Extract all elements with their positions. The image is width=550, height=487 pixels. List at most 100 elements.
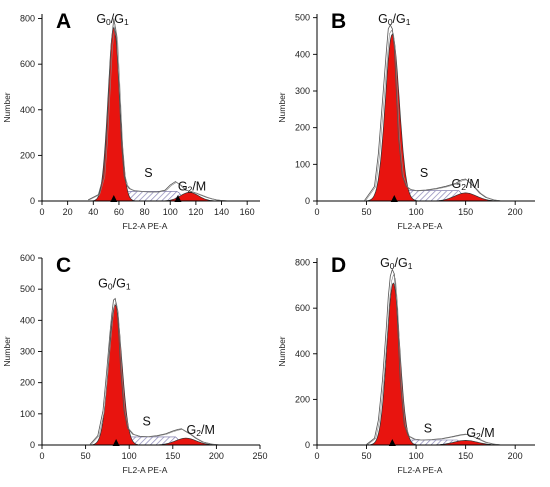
- y-tick-label: 200: [295, 394, 310, 404]
- g2m-label-rest: /M: [481, 426, 495, 440]
- g2m-label-rest: /M: [466, 177, 480, 191]
- s-phase-area: [118, 191, 187, 202]
- y-tick-label: 300: [295, 86, 310, 96]
- x-axis-title: FL2-A PE-A: [398, 221, 443, 231]
- s-phase-label: S: [424, 421, 432, 435]
- y-tick-label: 600: [295, 303, 310, 313]
- panel-letter: C: [56, 254, 71, 277]
- g0g1-label-sub1: 0: [388, 17, 393, 27]
- x-axis-title: FL2-A PE-A: [123, 221, 168, 231]
- g2m-label-sub: 2: [476, 431, 481, 441]
- g2m-label: G2/M: [451, 177, 479, 192]
- g0g1-label-sub1: 0: [106, 17, 111, 27]
- s-phase-label: S: [142, 415, 150, 429]
- y-tick-label: 0: [305, 440, 310, 450]
- histogram-trace-overlay: [365, 29, 503, 202]
- g0g1-label-sub2: 1: [124, 17, 129, 27]
- x-tick-label: 60: [114, 207, 124, 217]
- g2m-label-sub: 2: [196, 428, 201, 438]
- g0g1-peak: [369, 282, 417, 446]
- x-tick-label: 160: [240, 207, 255, 217]
- g0g1-label: G0/G1: [96, 12, 129, 27]
- x-tick-label: 250: [252, 451, 267, 461]
- g0g1-label-sep: /G: [113, 277, 126, 291]
- gate-marker-icon: [112, 439, 120, 446]
- g0g1-label-sub1: 0: [390, 261, 395, 271]
- y-tick-label: 600: [20, 253, 35, 263]
- y-axis-title: Number: [277, 336, 287, 366]
- histogram-trace: [89, 297, 220, 446]
- gate-marker-icon: [388, 439, 396, 446]
- y-tick-label: 0: [305, 196, 310, 206]
- g0g1-label: G0/G1: [380, 256, 413, 271]
- panel-letter: A: [56, 10, 71, 33]
- g0g1-label-main: G: [96, 12, 106, 26]
- y-tick-label: 400: [295, 49, 310, 59]
- y-tick-label: 100: [20, 409, 35, 419]
- y-tick-label: 800: [20, 14, 35, 24]
- g2m-label: G2/M: [178, 180, 206, 195]
- g0g1-label-main: G: [380, 256, 390, 270]
- panel-b: 0 50 100 150 200 0 100 200 300 400 500 FL2-A PE-A Nu…: [275, 0, 550, 243]
- y-tick-label: 300: [20, 347, 35, 357]
- g0g1-label-sep: /G: [393, 12, 406, 26]
- x-tick-label: 80: [140, 207, 150, 217]
- x-tick-label: 50: [362, 207, 372, 217]
- g2m-label-main: G: [466, 426, 476, 440]
- histogram-trace-overlay: [89, 23, 231, 202]
- x-tick-label: 20: [63, 207, 73, 217]
- g0g1-label-sep: /G: [395, 256, 408, 270]
- y-tick-label: 400: [20, 105, 35, 115]
- y-tick-label: 200: [20, 150, 35, 160]
- panel-d: 0 50 100 150 200 0 200 400 600 800 FL2-A PE-A Numbe…: [275, 244, 550, 487]
- x-tick-label: 100: [409, 451, 424, 461]
- s-phase-label: S: [144, 166, 152, 180]
- x-tick-label: 150: [458, 451, 473, 461]
- x-tick-label: 150: [458, 207, 473, 217]
- x-tick-label: 200: [508, 207, 523, 217]
- g2m-label-main: G: [187, 423, 197, 437]
- y-tick-label: 100: [295, 159, 310, 169]
- x-tick-label: 100: [122, 451, 137, 461]
- g0g1-label-sub1: 0: [108, 282, 113, 292]
- x-tick-label: 0: [39, 207, 44, 217]
- g2m-label-sub: 2: [461, 182, 466, 192]
- histogram-b: 0 50 100 150 200 0 100 200 300 400 500 FL2-A PE-A Nu…: [277, 10, 535, 231]
- g0g1-label-sub2: 1: [408, 261, 413, 271]
- x-tick-label: 140: [214, 207, 229, 217]
- histogram-trace: [364, 24, 502, 202]
- y-tick-label: 400: [20, 315, 35, 325]
- y-axis-title: Number: [2, 336, 12, 366]
- gate-marker-icon: [174, 195, 182, 202]
- x-tick-label: 0: [39, 451, 44, 461]
- x-tick-label: 50: [81, 451, 91, 461]
- x-tick-label: 40: [88, 207, 98, 217]
- g0g1-peak: [91, 304, 140, 446]
- x-tick-label: 200: [508, 451, 523, 461]
- x-tick-label: 200: [209, 451, 224, 461]
- y-tick-label: 500: [20, 284, 35, 294]
- x-axis-title: FL2-A PE-A: [123, 465, 168, 475]
- panel-a: 0 20 40 60 80 100 120 140 160 0 200 400 600 800 FL2-A …: [0, 0, 275, 243]
- histogram-d: 0 50 100 150 200 0 200 400 600 800 FL2-A PE-A Numbe…: [277, 254, 535, 475]
- histogram-trace-overlay: [367, 273, 503, 446]
- g2m-label-rest: /M: [192, 180, 206, 194]
- gate-marker-icon: [110, 195, 118, 202]
- panel-letter: D: [331, 254, 346, 277]
- g2m-label-main: G: [451, 177, 461, 191]
- g2m-label: G2/M: [187, 423, 215, 438]
- g0g1-label-sub2: 1: [126, 282, 131, 292]
- y-tick-label: 600: [20, 59, 35, 69]
- x-tick-label: 150: [165, 451, 180, 461]
- panel-letter: B: [331, 10, 346, 33]
- y-tick-label: 200: [295, 123, 310, 133]
- g0g1-label: G0/G1: [98, 277, 131, 292]
- g0g1-label: G0/G1: [378, 12, 411, 27]
- g0g1-peak: [366, 33, 418, 202]
- x-tick-label: 0: [314, 451, 319, 461]
- x-tick-label: 100: [409, 207, 424, 217]
- y-tick-label: 400: [295, 349, 310, 359]
- x-axis-title: FL2-A PE-A: [398, 465, 443, 475]
- g2m-label-sub: 2: [188, 185, 193, 195]
